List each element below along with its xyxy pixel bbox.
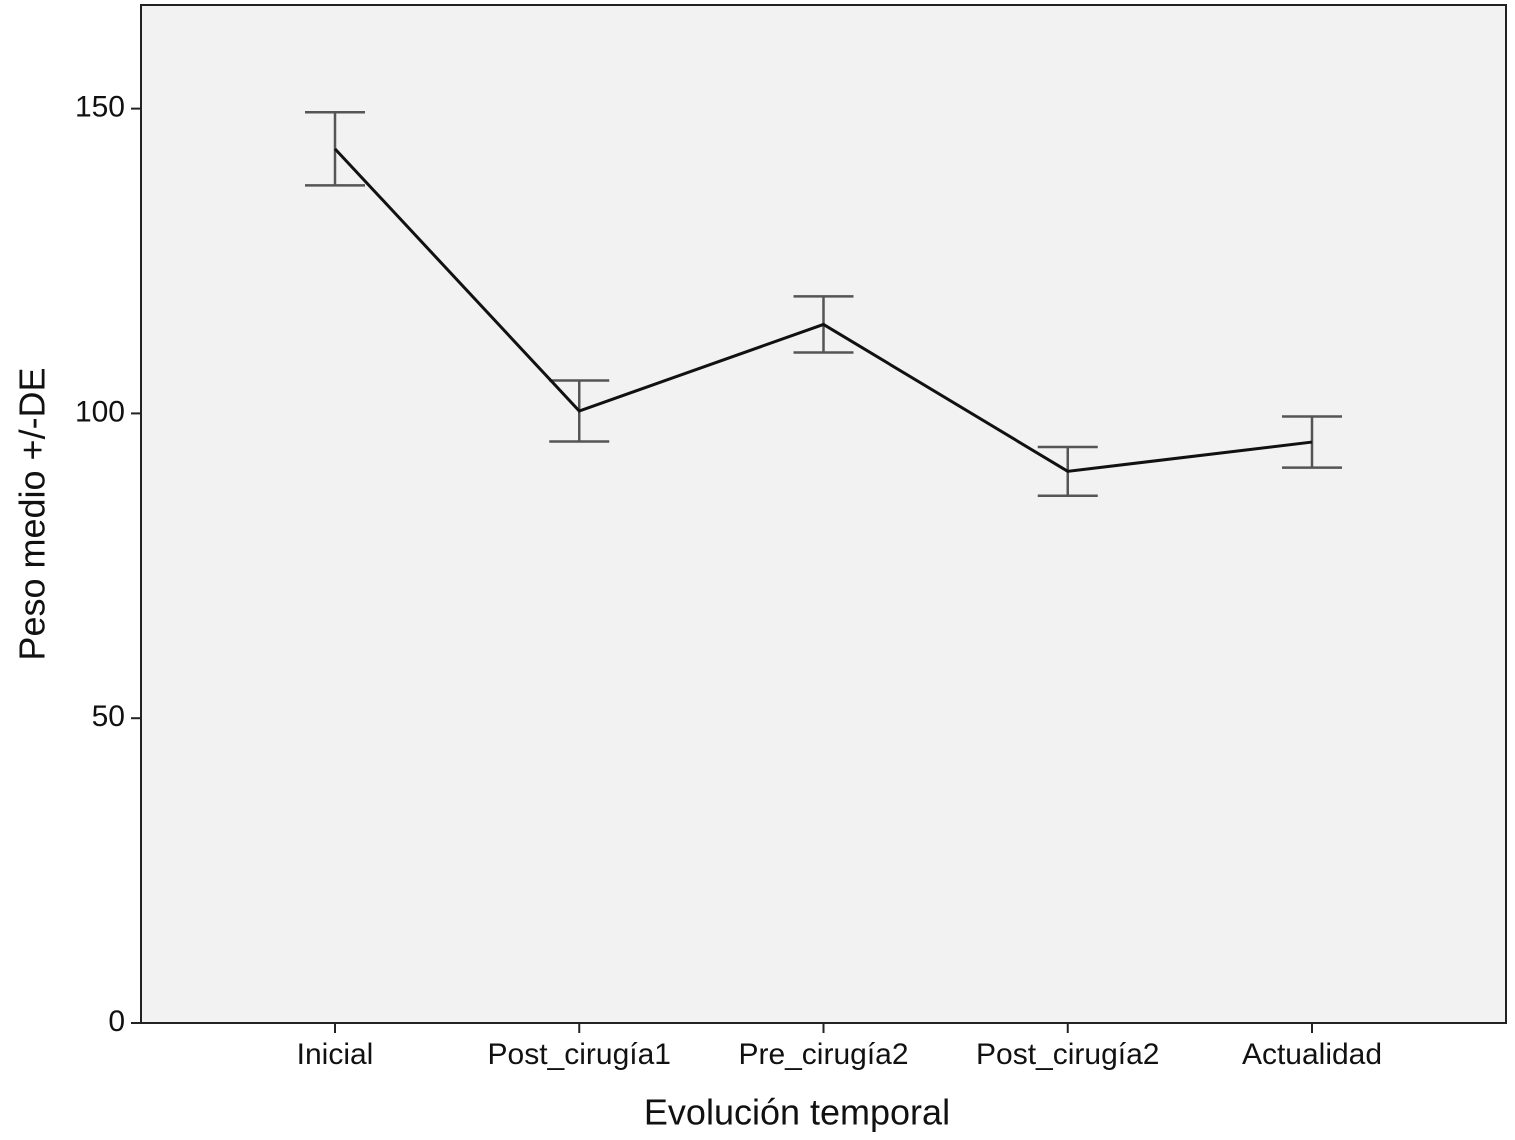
plot-area [140,4,1507,1024]
x-tick-label: Post_cirugía2 [976,1038,1159,1071]
line-series [333,147,1313,473]
x-tick-label: Inicial [297,1038,374,1071]
x-tick-label: Pre_cirugía2 [738,1038,908,1071]
x-axis-title: Evolución temporal [644,1092,950,1133]
x-tick-label: Post_cirugía1 [488,1038,671,1071]
y-tick-label: 100 [75,395,125,428]
y-tick-label: 150 [75,91,125,124]
y-tick-label: 50 [92,700,125,733]
y-axis-title: Peso medio +/-DE [12,367,53,660]
x-tick-label: Actualidad [1242,1038,1382,1071]
y-tick-label: 0 [108,1005,125,1038]
